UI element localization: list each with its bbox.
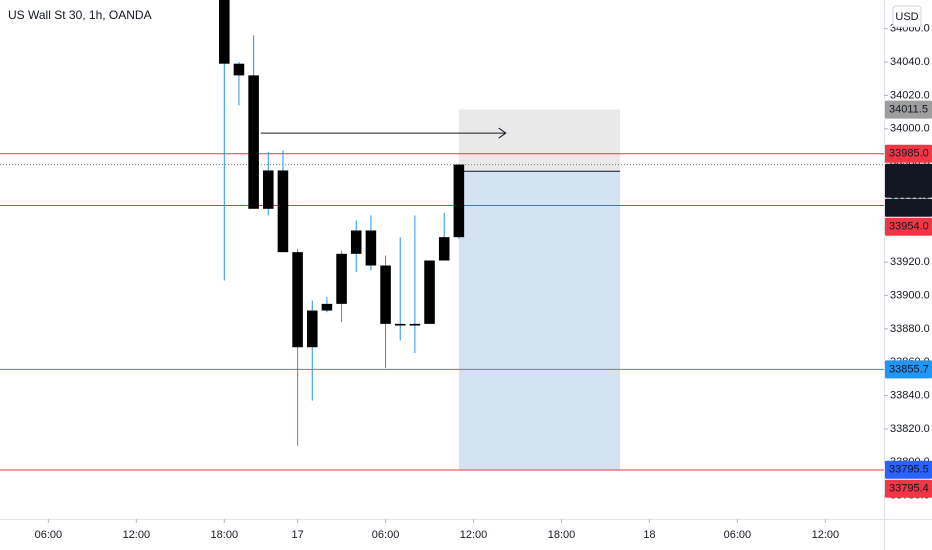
stop-zone — [458, 109, 621, 172]
price-badge-label: 33795.4 — [889, 483, 929, 495]
candle-body — [336, 253, 347, 304]
price-badge-label: 33795.5 — [889, 464, 929, 476]
candle-body — [219, 0, 230, 64]
x-tick-label: 12:00 — [123, 529, 151, 541]
plot-area — [0, 0, 884, 471]
currency-label[interactable]: USD — [895, 11, 918, 23]
candle-body — [424, 260, 435, 324]
candle-body — [263, 170, 274, 209]
price-badge-label: 33985.0 — [889, 148, 929, 160]
chart-title: US Wall St 30, 1h, OANDA — [8, 8, 152, 22]
y-tick-label: 33840.0 — [890, 389, 930, 401]
candle-body — [350, 230, 362, 254]
x-tick-label: 06:00 — [724, 529, 752, 541]
price-badge — [885, 360, 932, 379]
x-tick-label: 12:00 — [460, 529, 488, 541]
y-tick-label: 33920.0 — [890, 256, 930, 268]
y-tick-label: 34020.0 — [890, 89, 930, 101]
y-tick-label: 34000.0 — [890, 123, 930, 135]
x-tick-label: 06:00 — [35, 529, 63, 541]
candle-body — [277, 170, 289, 253]
x-tick-label: 06:00 — [372, 529, 400, 541]
price-axis: 33780.033800.033820.033840.033860.033880… — [884, 23, 932, 502]
price-badge — [885, 163, 932, 198]
candle-body — [380, 265, 391, 324]
candle-body — [292, 252, 303, 348]
candle-body — [365, 230, 377, 266]
currency-button[interactable] — [892, 5, 922, 28]
x-tick-label: 18 — [643, 529, 655, 541]
price-badge-label: 34011.5 — [889, 103, 928, 115]
candle-body — [394, 323, 406, 326]
y-tick-label: 33820.0 — [890, 423, 930, 435]
price-badge — [885, 100, 932, 119]
candle-body — [248, 75, 259, 209]
price-badge — [885, 479, 932, 498]
price-badge — [885, 217, 932, 236]
candle-body — [233, 63, 245, 76]
y-tick-label: 34040.0 — [890, 56, 930, 68]
y-tick-label: 33900.0 — [890, 289, 930, 301]
candle-body — [321, 303, 333, 311]
candle-body — [306, 310, 318, 348]
price-badge — [885, 198, 932, 217]
x-tick-label: 12:00 — [812, 529, 840, 541]
target-zone — [458, 171, 621, 470]
arrow-head — [498, 127, 507, 139]
candle-body — [409, 323, 421, 326]
y-tick-label: 33880.0 — [890, 323, 930, 335]
price-badge — [885, 460, 932, 479]
candle-body — [453, 164, 465, 238]
candle-body — [438, 237, 450, 261]
price-badge-label: 33855.7 — [889, 363, 929, 375]
x-tick-label: 18:00 — [548, 529, 576, 541]
price-badge-label: 33978.5 — [889, 167, 929, 179]
x-tick-label: 18:00 — [211, 529, 239, 541]
x-tick-label: 17 — [291, 529, 303, 541]
countdown: 24:27 — [889, 183, 917, 195]
price-badge — [885, 144, 932, 163]
price-badge-label: 33954.0 — [889, 221, 929, 233]
price-badge-label: 33974.5 — [889, 202, 929, 214]
